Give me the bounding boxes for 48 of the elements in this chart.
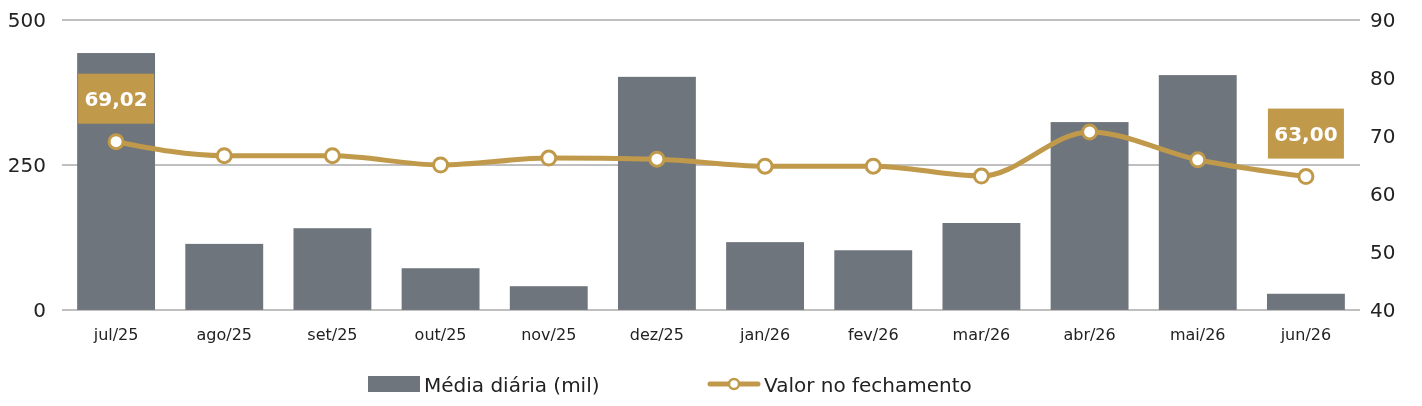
bar	[1266, 293, 1345, 310]
point	[1297, 168, 1315, 186]
point	[540, 149, 558, 167]
point	[1081, 123, 1099, 141]
point	[432, 156, 450, 174]
bar	[509, 286, 588, 310]
x-tick-label: jun/26	[1279, 325, 1332, 344]
point	[215, 147, 233, 165]
point	[972, 167, 990, 185]
bar	[942, 223, 1021, 310]
data-label: 63,00	[1274, 121, 1338, 146]
bar	[726, 242, 805, 310]
bar	[185, 243, 264, 310]
bar	[1050, 122, 1129, 310]
y2-tick-label: 90	[1370, 8, 1396, 32]
x-tick-label: mar/26	[952, 325, 1011, 344]
bar	[834, 250, 913, 310]
legend-label: Valor no fechamento	[764, 373, 972, 397]
y2-tick-label: 50	[1370, 240, 1396, 264]
x-tick-label: nov/25	[521, 325, 577, 344]
bar	[293, 228, 372, 310]
x-tick-label: ago/25	[196, 325, 252, 344]
y2-tick-label: 70	[1370, 124, 1396, 148]
y-tick-label: 250	[7, 153, 46, 177]
bar	[1158, 75, 1237, 310]
x-tick-label: abr/26	[1063, 325, 1116, 344]
bar	[401, 268, 480, 310]
x-tick-label: jan/26	[739, 325, 791, 344]
legend-label: Média diária (mil)	[424, 373, 600, 397]
y-tick-label: 500	[7, 8, 46, 32]
y-tick-label: 0	[33, 298, 46, 322]
x-tick-label: mai/26	[1169, 325, 1226, 344]
y2-tick-label: 60	[1370, 182, 1396, 206]
point	[648, 150, 666, 168]
x-tick-label: set/25	[307, 325, 358, 344]
point	[1189, 151, 1207, 169]
point	[107, 133, 125, 151]
bar	[617, 76, 696, 310]
point	[756, 157, 774, 175]
x-tick-label: jul/25	[92, 325, 139, 344]
y2-tick-label: 40	[1370, 298, 1396, 322]
y2-tick-label: 80	[1370, 66, 1396, 90]
x-tick-label: out/25	[414, 325, 467, 344]
point	[864, 157, 882, 175]
data-label: 69,02	[84, 86, 148, 111]
x-tick-label: fev/26	[847, 325, 899, 344]
x-tick-label: dez/25	[629, 325, 684, 344]
point	[323, 147, 341, 165]
